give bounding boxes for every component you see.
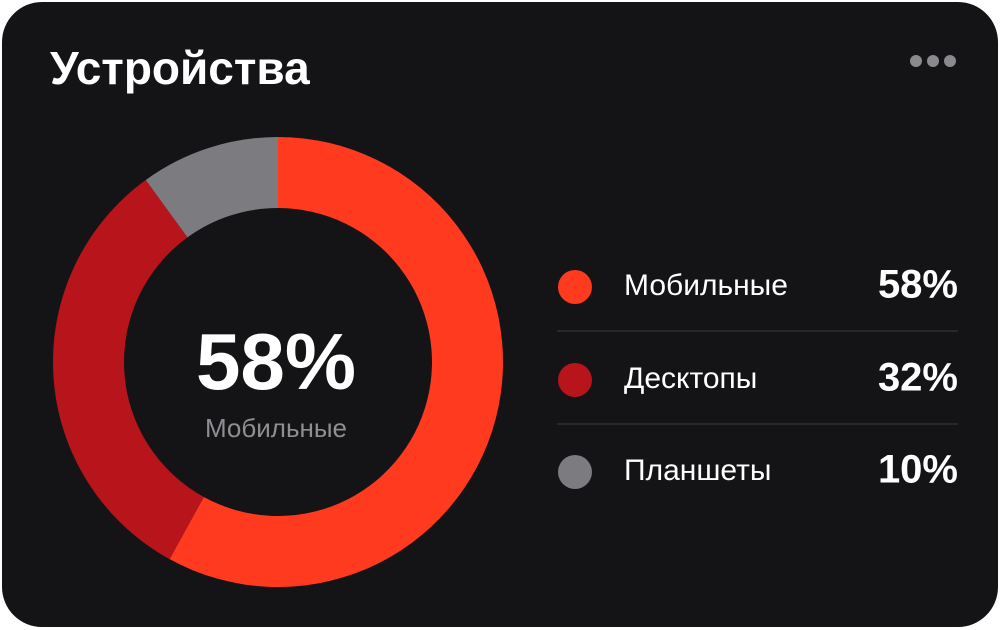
legend-swatch (558, 455, 592, 489)
legend-value: 32% (878, 356, 958, 400)
donut-slice (52, 179, 204, 560)
center-label: Мобильные (205, 413, 347, 443)
menu-dot[interactable] (944, 55, 956, 67)
chart-title: Устройства (50, 42, 310, 94)
menu-dot[interactable] (910, 55, 922, 67)
legend-swatch (558, 270, 592, 304)
legend-value: 10% (878, 448, 958, 492)
legend-label: Мобильные (624, 269, 788, 302)
legend-swatch (558, 363, 592, 397)
legend-value: 58% (878, 263, 958, 307)
more-menu[interactable] (910, 55, 956, 67)
donut-slice (169, 137, 503, 587)
legend-label: Планшеты (624, 454, 771, 487)
donut-slice (145, 137, 278, 238)
menu-dot[interactable] (927, 55, 939, 67)
legend-label: Десктопы (624, 362, 757, 395)
center-value: 58% (196, 317, 356, 406)
